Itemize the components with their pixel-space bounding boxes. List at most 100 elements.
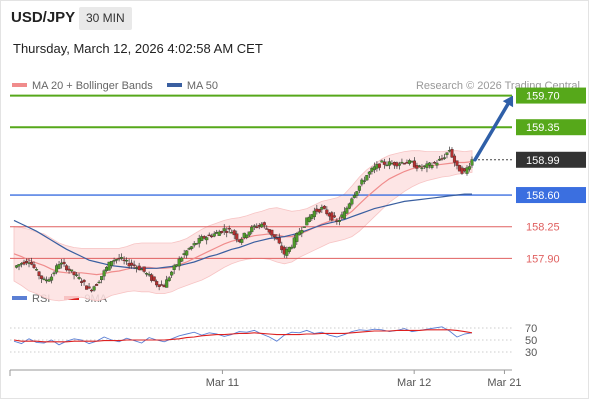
candle-body xyxy=(337,220,341,222)
price-label-text: 157.90 xyxy=(526,253,560,265)
rsi-tick-label: 30 xyxy=(525,347,537,359)
candle xyxy=(42,276,46,281)
candle-body xyxy=(362,180,366,182)
candle xyxy=(397,161,401,170)
target-arrow-head xyxy=(502,95,514,108)
price-label-box xyxy=(516,151,586,168)
candle-body xyxy=(295,233,299,242)
candle-body xyxy=(70,269,74,272)
candle-body xyxy=(17,264,21,267)
candle xyxy=(252,224,256,231)
ma50-legend-label: MA 50 xyxy=(186,80,219,92)
timeframe-button[interactable]: 30 MIN xyxy=(79,7,132,30)
candle xyxy=(287,246,291,254)
candle xyxy=(49,273,54,284)
price-label-box xyxy=(516,187,586,204)
candle-body xyxy=(157,284,161,287)
candle xyxy=(345,206,349,214)
candle-body xyxy=(29,262,34,265)
candle-body xyxy=(42,278,46,281)
price-label-157-90: 157.90 xyxy=(526,253,560,265)
candle-body xyxy=(255,226,259,229)
candle-body xyxy=(377,163,381,168)
candle xyxy=(115,258,119,264)
candle xyxy=(80,278,84,286)
candle-body xyxy=(235,233,239,240)
candle xyxy=(357,185,361,194)
candle-body xyxy=(100,276,104,281)
candle xyxy=(437,155,442,162)
candle-body xyxy=(367,171,371,175)
candle-body xyxy=(430,164,434,168)
candle-body xyxy=(425,163,429,169)
candle xyxy=(245,234,249,240)
candle xyxy=(29,257,34,266)
candle xyxy=(195,242,199,245)
candle xyxy=(432,161,437,164)
candle-body xyxy=(347,203,351,209)
candle xyxy=(265,225,269,230)
candle-body xyxy=(222,228,226,232)
level-labels-layer: 159.70 159.35 158.99 158.60 158.25 157.90 xyxy=(516,87,586,265)
candle-body xyxy=(90,289,94,292)
candle-body xyxy=(382,161,386,165)
candle xyxy=(430,162,434,170)
candle-body xyxy=(145,273,149,275)
candle-body xyxy=(225,231,229,233)
rsi-ma-line xyxy=(13,329,473,343)
candle xyxy=(247,231,251,237)
candle-body xyxy=(32,264,36,268)
candle-body xyxy=(65,265,69,271)
candle xyxy=(57,260,61,270)
candle xyxy=(54,263,59,275)
candle-body xyxy=(290,246,294,249)
candle xyxy=(452,153,457,167)
ma20-legend-label: MA 20 + Bollinger Bands xyxy=(32,80,153,92)
candle xyxy=(300,226,304,238)
candle-body xyxy=(160,284,164,286)
candle xyxy=(62,258,66,267)
candle-body xyxy=(397,163,401,166)
candle xyxy=(297,227,301,236)
candle xyxy=(402,162,406,165)
candle-body xyxy=(77,277,81,279)
candle-body xyxy=(262,222,266,226)
candle xyxy=(272,234,276,241)
candle-body xyxy=(287,246,291,252)
candle xyxy=(130,259,134,269)
candle-body xyxy=(14,265,19,268)
candle-body xyxy=(402,163,406,165)
candle xyxy=(190,245,194,251)
candle xyxy=(220,230,224,235)
candle xyxy=(24,258,29,266)
candle-body xyxy=(37,271,41,276)
candle xyxy=(292,234,296,249)
candle-body xyxy=(22,261,26,265)
level-lines-layer xyxy=(10,94,512,259)
price-label-159-70: 159.70 xyxy=(516,87,586,104)
candle xyxy=(157,284,161,291)
candle xyxy=(200,234,204,242)
candle-body xyxy=(52,272,56,275)
candle-body xyxy=(107,261,111,271)
candle xyxy=(295,232,299,245)
candle xyxy=(210,233,214,239)
candle-body xyxy=(220,231,224,233)
candle xyxy=(75,272,79,277)
candle xyxy=(17,263,21,271)
candle xyxy=(132,260,136,270)
candle-body xyxy=(62,261,66,265)
candle xyxy=(290,244,294,250)
candle-body xyxy=(82,279,86,283)
candle-body xyxy=(212,233,216,237)
candle xyxy=(347,202,351,210)
candle-body xyxy=(427,162,432,166)
candle xyxy=(39,275,44,283)
candle-body xyxy=(232,230,236,236)
price-label-158-99: 158.99 xyxy=(516,151,586,168)
candle-body xyxy=(437,158,442,161)
candle xyxy=(227,225,231,234)
candle-body xyxy=(432,162,437,164)
ma20-line xyxy=(13,161,473,276)
